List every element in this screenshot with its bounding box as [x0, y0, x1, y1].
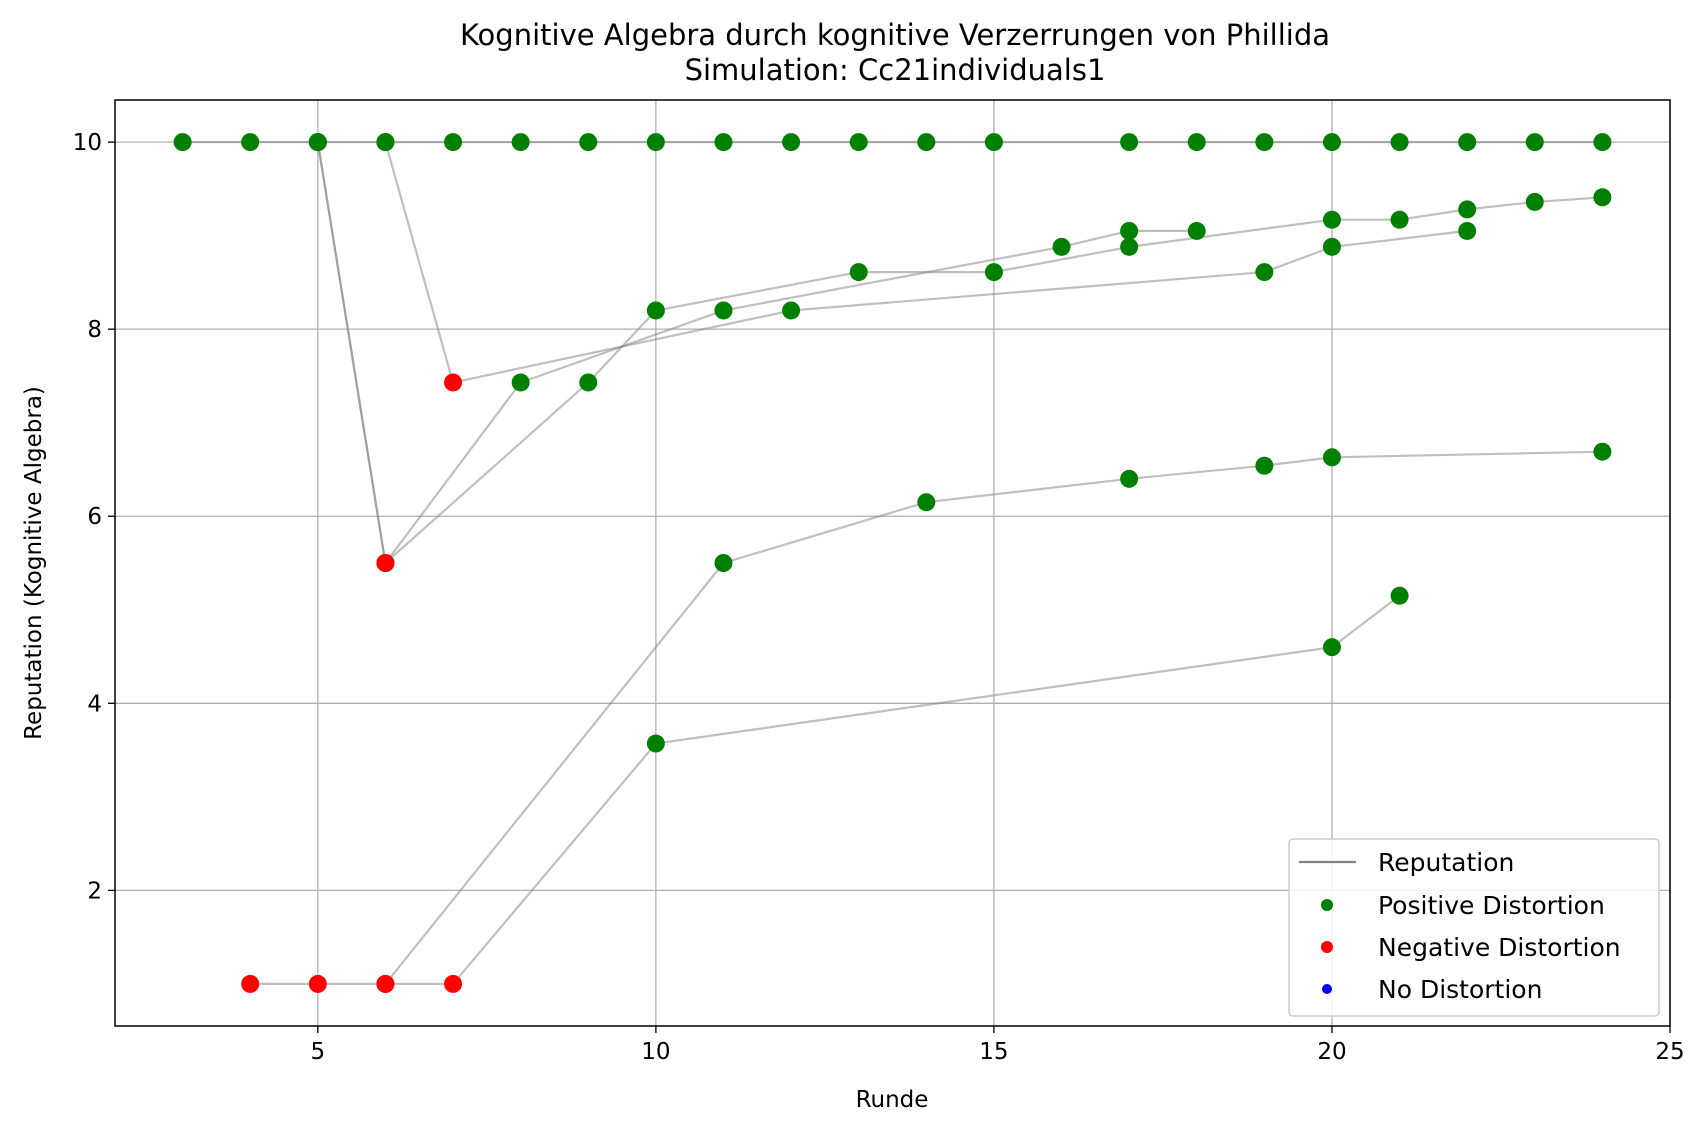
positive-distortion-point	[1187, 133, 1206, 152]
positive-distortion-point	[1458, 221, 1477, 240]
reputation-line-4	[384, 141, 1468, 384]
positive-distortion-point	[714, 133, 733, 152]
distortion-markers	[173, 133, 1612, 993]
plot-frame	[114, 99, 1671, 1027]
positive-distortion-point	[1390, 210, 1409, 229]
positive-distortion-point	[241, 133, 260, 152]
positive-distortion-point	[511, 133, 530, 152]
legend-label-negative: Negative Distortion	[1378, 933, 1621, 962]
legend-swatch-none	[1322, 984, 1332, 994]
negative-distortion-point	[241, 974, 260, 993]
legend-box	[1288, 838, 1660, 1017]
negative-distortion-point	[444, 373, 463, 392]
positive-distortion-point	[984, 263, 1003, 282]
positive-distortion-point	[579, 373, 598, 392]
legend-swatch-negative	[1321, 941, 1333, 953]
positive-distortion-point	[444, 133, 463, 152]
positive-distortion-point	[646, 734, 665, 753]
positive-distortion-point	[782, 133, 801, 152]
positive-distortion-point	[579, 133, 598, 152]
positive-distortion-point	[1255, 133, 1274, 152]
positive-distortion-point	[1120, 237, 1139, 256]
legend: Reputation Positive Distortion Negative …	[1288, 838, 1660, 1017]
positive-distortion-point	[1458, 133, 1477, 152]
positive-distortion-point	[1593, 188, 1612, 207]
positive-distortion-point	[1120, 133, 1139, 152]
x-tick-label: 20	[1317, 1039, 1346, 1065]
x-tick-label: 10	[641, 1039, 670, 1065]
positive-distortion-point	[1525, 192, 1544, 211]
positive-distortion-point	[1322, 448, 1341, 467]
positive-distortion-point	[1120, 469, 1139, 488]
reputation-line-3	[316, 141, 1603, 566]
positive-distortion-point	[511, 373, 530, 392]
x-tick-label: 25	[1655, 1039, 1684, 1065]
y-tick-label: 8	[87, 317, 102, 343]
positive-distortion-point	[917, 493, 936, 512]
positive-distortion-point	[1322, 133, 1341, 152]
positive-distortion-point	[1458, 200, 1477, 219]
y-tick-label: 4	[87, 691, 102, 717]
positive-distortion-point	[1593, 133, 1612, 152]
x-tick-label: 5	[311, 1039, 326, 1065]
reputation-line-2	[316, 141, 1197, 566]
x-axis-label: Runde	[856, 1087, 929, 1113]
y-tick-label: 6	[87, 504, 102, 530]
chart-title: Kognitive Algebra durch kognitive Verzer…	[460, 18, 1330, 52]
positive-distortion-point	[714, 301, 733, 320]
x-tick-label: 15	[979, 1039, 1008, 1065]
positive-distortion-point	[646, 301, 665, 320]
legend-label-positive: Positive Distortion	[1378, 891, 1605, 920]
positive-distortion-point	[1187, 221, 1206, 240]
positive-distortion-point	[714, 554, 733, 572]
positive-distortion-point	[1120, 221, 1139, 240]
positive-distortion-point	[173, 133, 192, 152]
positive-distortion-point	[849, 263, 868, 282]
reputation-line-6	[385, 594, 1401, 986]
positive-distortion-point	[376, 133, 395, 152]
positive-distortion-point	[1052, 237, 1071, 256]
y-axis-label: Reputation (Kognitive Algebra)	[21, 386, 47, 740]
positive-distortion-point	[1322, 210, 1341, 229]
positive-distortion-point	[308, 133, 327, 152]
positive-distortion-point	[1255, 263, 1274, 282]
negative-distortion-point	[376, 554, 395, 572]
positive-distortion-point	[984, 133, 1003, 152]
positive-distortion-point	[1390, 586, 1409, 605]
legend-label-none: No Distortion	[1378, 975, 1542, 1004]
negative-distortion-point	[444, 974, 463, 993]
positive-distortion-point	[1322, 638, 1341, 657]
positive-distortion-point	[917, 133, 936, 152]
positive-distortion-point	[1390, 133, 1409, 152]
y-tick-label: 2	[87, 878, 102, 904]
positive-distortion-point	[782, 301, 801, 320]
axis-ticks: 5 10 15 20 25 2 4 6 8 10	[73, 130, 1685, 1065]
positive-distortion-point	[646, 133, 665, 152]
y-tick-label: 10	[73, 130, 102, 156]
positive-distortion-point	[1525, 133, 1544, 152]
negative-distortion-point	[308, 974, 327, 993]
legend-swatch-positive	[1321, 899, 1333, 911]
chart-subtitle: Simulation: Cc21individuals1	[685, 53, 1106, 87]
positive-distortion-point	[1255, 456, 1274, 475]
legend-label-reputation: Reputation	[1378, 848, 1514, 877]
positive-distortion-point	[849, 133, 868, 152]
positive-distortion-point	[1322, 237, 1341, 256]
negative-distortion-point	[376, 974, 395, 993]
positive-distortion-point	[1593, 442, 1612, 461]
